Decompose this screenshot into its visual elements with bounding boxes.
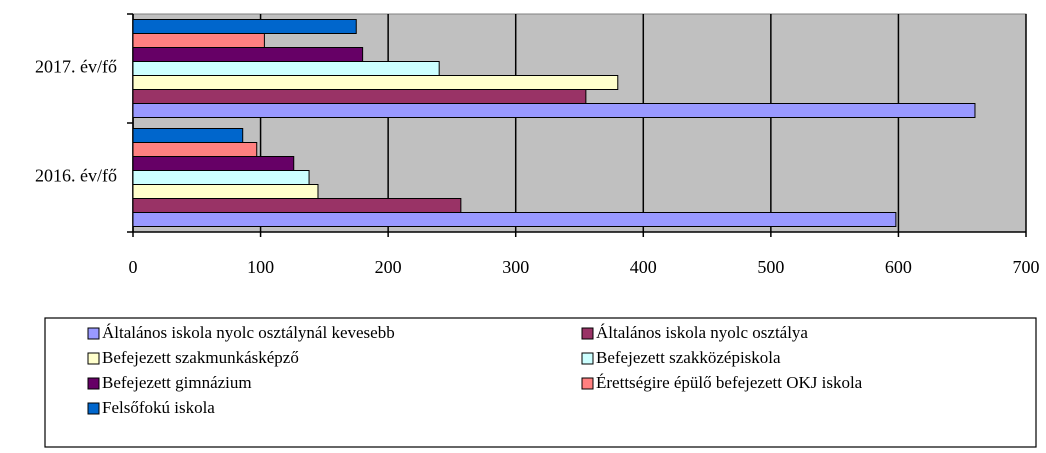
x-tick-label: 100 [247,257,274,277]
legend-swatch [87,402,100,415]
x-tick-label: 400 [630,257,657,277]
legend-label: Érettségire épülő befejezett OKJ iskola [596,373,863,392]
bar [132,128,244,143]
legend-box [44,317,1037,448]
legend-label: Felsőfokú iskola [102,398,215,417]
legend-label: Befejezett szakmunkásképző [102,348,299,367]
x-tick-label: 500 [757,257,784,277]
legend-swatch [87,377,100,390]
bar [132,142,258,157]
legend-swatch [87,352,100,365]
bar [132,75,619,90]
legend-label: Általános iskola nyolc osztálynál kevese… [102,323,395,342]
legend-label: Befejezett szakközépiskola [596,348,781,367]
legend-label: Befejezett gimnázium [102,373,252,392]
bar [132,170,310,185]
legend-swatch [581,377,594,390]
x-tick-label: 0 [129,257,138,277]
legend-swatch [581,352,594,365]
bar [132,103,976,118]
y-tick-label: 2017. év/fő [35,57,117,77]
legend-swatch [87,327,100,340]
legend-label: Általános iskola nyolc osztálya [596,323,808,342]
bar [132,198,462,213]
y-tick-label: 2016. év/fő [35,166,117,186]
bar [132,184,319,199]
bar [132,89,587,104]
x-tick-label: 700 [1013,257,1040,277]
legend: Általános iskola nyolc osztálynál kevese… [44,317,1037,448]
x-tick-label: 300 [502,257,529,277]
bar [132,19,357,34]
bar [132,33,265,48]
bar [132,47,364,62]
x-tick-label: 200 [375,257,402,277]
bar [132,212,897,227]
x-tick-label: 600 [885,257,912,277]
legend-swatch [581,327,594,340]
bar [132,156,295,171]
bar [132,61,440,76]
